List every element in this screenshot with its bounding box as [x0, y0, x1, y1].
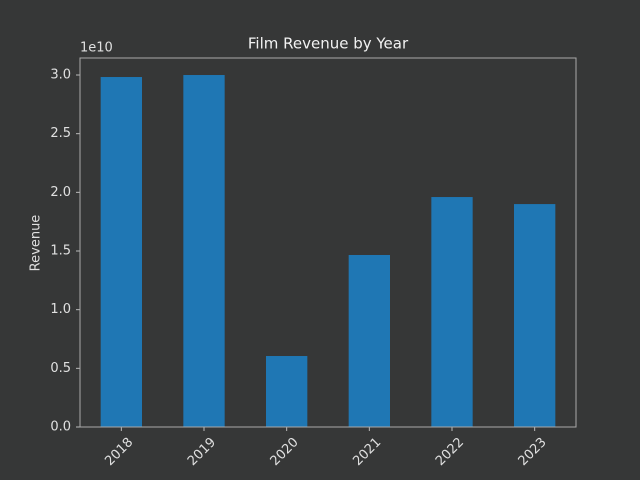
bar	[266, 356, 308, 427]
y-axis-label: Revenue	[29, 215, 44, 272]
bar	[100, 77, 142, 427]
bar	[514, 204, 556, 427]
y-tick-label: 3.0	[50, 68, 71, 83]
y-tick-label: 1.0	[50, 302, 71, 317]
y-tick-label: 1.5	[50, 244, 71, 259]
bar	[348, 254, 390, 427]
bar	[431, 197, 473, 427]
y-tick-label: 2.5	[50, 126, 71, 141]
bar	[183, 75, 225, 427]
plot-frame	[79, 57, 577, 428]
y-offset-label: 1e10	[80, 41, 113, 56]
y-tick-label: 0.0	[50, 420, 71, 435]
chart-title: Film Revenue by Year	[248, 35, 409, 53]
y-tick-label: 0.5	[50, 361, 71, 376]
y-tick-label: 2.0	[50, 185, 71, 200]
